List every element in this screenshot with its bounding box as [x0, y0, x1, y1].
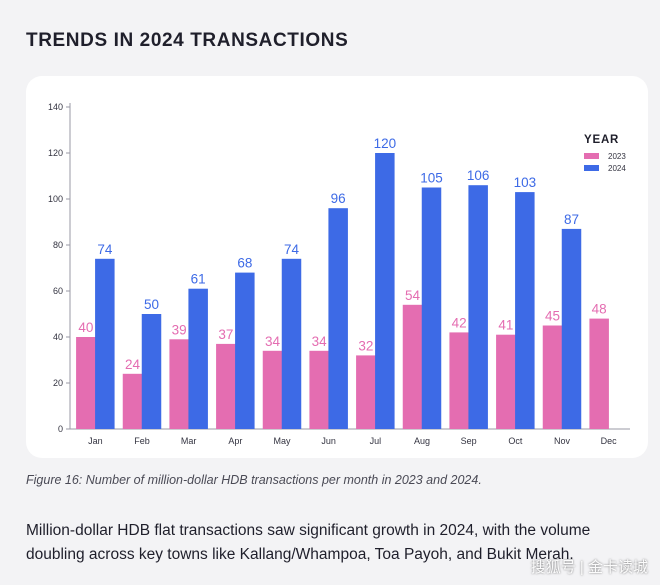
y-tick-label: 40 [53, 332, 63, 342]
data-label-2023: 54 [405, 288, 421, 303]
bar-2024 [235, 272, 255, 429]
watermark: 搜狐号 | 金卡读城 [530, 559, 648, 576]
data-label-2023: 39 [172, 322, 187, 337]
bar-2024 [95, 258, 115, 429]
bar-2023 [169, 339, 189, 429]
data-label-2023: 24 [125, 357, 141, 372]
x-tick-label: Oct [508, 436, 523, 446]
data-label-2024: 74 [97, 242, 113, 257]
legend-label-2024: 2024 [608, 164, 626, 173]
x-tick-label: Jan [88, 436, 103, 446]
data-label-2024: 87 [564, 212, 579, 227]
data-label-2024: 50 [144, 297, 159, 312]
body-paragraph: Million-dollar HDB flat transactions saw… [26, 522, 591, 563]
data-label-2023: 41 [498, 318, 513, 333]
bar-2023 [262, 350, 283, 429]
x-tick-label: Mar [181, 436, 197, 446]
legend-title: YEAR [584, 134, 619, 146]
data-label-2023: 48 [592, 302, 607, 317]
y-tick-label: 100 [48, 194, 63, 204]
x-tick-label: Jun [321, 436, 336, 446]
x-tick-label: Nov [554, 436, 571, 446]
y-tick-label: 120 [48, 148, 63, 158]
bar-2024 [561, 228, 582, 429]
data-label-2023: 45 [545, 309, 560, 324]
bar-2023 [496, 334, 516, 429]
data-label-2024: 61 [191, 272, 206, 287]
y-tick-label: 60 [53, 286, 63, 296]
data-label-2023: 34 [312, 334, 328, 349]
x-tick-label: Dec [601, 436, 618, 446]
data-label-2024: 68 [237, 256, 252, 271]
figure-caption: Figure 16: Number of million-dollar HDB … [26, 473, 482, 487]
x-tick-label: Feb [134, 436, 150, 446]
legend-swatch-2024 [584, 165, 599, 171]
bar-2023 [589, 318, 609, 429]
legend-label-2023: 2023 [608, 152, 626, 161]
bar-2024 [281, 258, 302, 429]
x-tick-label: Jul [370, 436, 382, 446]
bar-2024 [468, 185, 488, 429]
data-label-2024: 120 [374, 136, 397, 151]
bar-2023 [76, 337, 96, 429]
bar-chart: 0 20 40 60 80 100 120 140 Jan 40 74 Feb 24 50 Mar 39 61 A… [48, 102, 630, 446]
x-tick-label: Sep [461, 436, 477, 446]
bar-2023 [356, 355, 376, 429]
bar-2023 [542, 325, 563, 429]
data-label-2023: 37 [218, 327, 233, 342]
y-tick-label: 140 [48, 102, 63, 112]
x-tick-label: Aug [414, 436, 430, 446]
bar-2024 [188, 288, 208, 429]
section-heading: TRENDS IN 2024 TRANSACTIONS [26, 30, 349, 51]
bar-2024 [328, 208, 348, 429]
data-label-2024: 105 [420, 171, 443, 186]
data-label-2024: 106 [467, 168, 490, 183]
bar-2023 [309, 350, 329, 429]
data-label-2023: 34 [265, 334, 281, 349]
y-tick-label: 20 [53, 378, 63, 388]
bar-2023 [122, 373, 143, 429]
legend-swatch-2023 [584, 153, 599, 159]
data-label-2024: 74 [284, 242, 300, 257]
x-tick-label: May [273, 436, 291, 446]
bar-2023 [449, 332, 469, 429]
chart-card: 0 20 40 60 80 100 120 140 Jan 40 74 Feb 24 50 Mar 39 61 A… [26, 76, 648, 458]
data-label-2023: 42 [452, 315, 467, 330]
y-tick-label: 80 [53, 240, 63, 250]
y-tick-label: 0 [58, 424, 63, 434]
bar-2024 [141, 314, 162, 429]
data-label-2023: 32 [358, 338, 373, 353]
bar-2023 [216, 343, 236, 429]
bar-2024 [421, 187, 442, 429]
data-label-2023: 40 [78, 320, 93, 335]
bar-2024 [515, 192, 535, 429]
bar-2024 [375, 153, 395, 429]
x-tick-label: Apr [228, 436, 242, 446]
data-label-2024: 103 [514, 175, 537, 190]
data-label-2024: 96 [331, 191, 346, 206]
bar-2023 [402, 304, 423, 429]
